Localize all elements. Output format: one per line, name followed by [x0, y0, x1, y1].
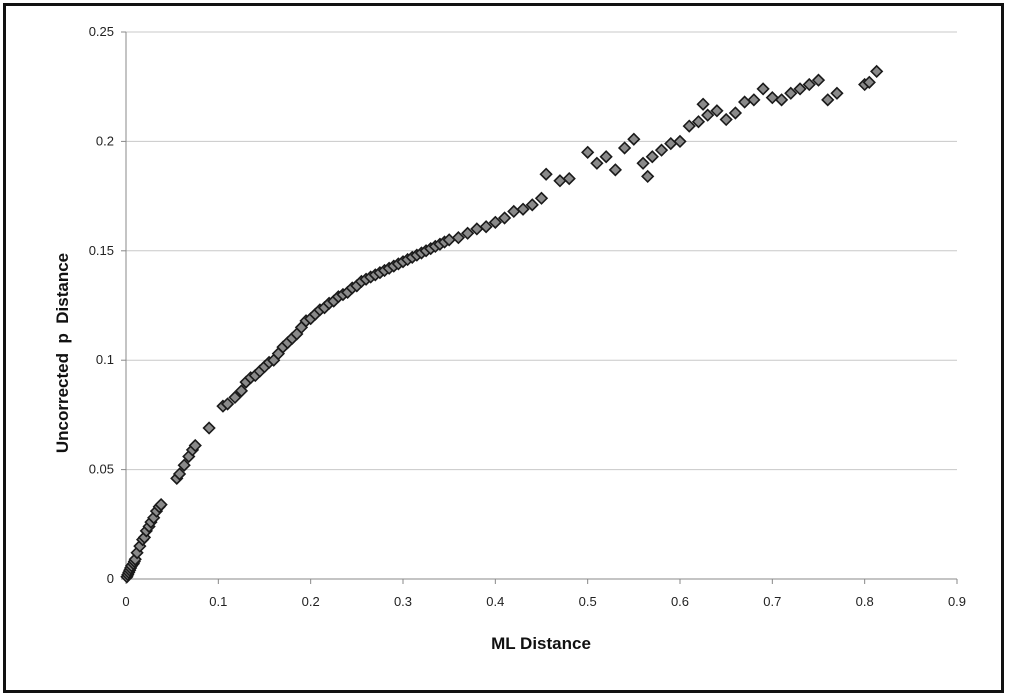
- data-point: [154, 497, 168, 512]
- data-point: [627, 132, 641, 146]
- x-tick-label: 0.2: [302, 594, 320, 609]
- data-point: [830, 86, 844, 100]
- data-point: [562, 171, 576, 186]
- data-point: [664, 136, 678, 151]
- y-tick-label: 0.25: [89, 24, 114, 39]
- data-point: [581, 145, 595, 159]
- data-point: [525, 198, 539, 212]
- data-point: [590, 156, 604, 170]
- data-point: [774, 93, 789, 107]
- x-axis-title: ML Distance: [491, 634, 591, 653]
- data-point: [636, 156, 650, 170]
- data-point: [765, 91, 779, 105]
- data-point: [784, 86, 798, 100]
- x-tick-labels: 0 0.1 0.2 0.3 0.4 0.5 0.6 0.7 0.8 0.9: [122, 594, 966, 609]
- data-point: [862, 75, 876, 89]
- data-point: [479, 220, 493, 234]
- data-point: [645, 150, 659, 164]
- axes: [121, 31, 958, 584]
- data-point: [488, 215, 502, 229]
- data-point: [719, 112, 733, 127]
- data-point: [870, 64, 884, 79]
- data-point: [220, 397, 235, 411]
- data-point: [738, 95, 752, 109]
- data-point: [461, 226, 475, 240]
- data-point: [747, 93, 761, 107]
- x-tick-label: 0: [122, 594, 129, 609]
- y-tick-label: 0: [107, 571, 114, 586]
- data-point: [673, 134, 687, 149]
- x-tick-label: 0.8: [856, 594, 874, 609]
- x-tick-label: 0.1: [209, 594, 227, 609]
- data-point: [617, 141, 632, 155]
- data-point: [172, 467, 187, 481]
- data-point: [701, 108, 715, 122]
- data-point: [451, 231, 466, 245]
- data-point: [228, 390, 242, 405]
- data-point: [188, 438, 202, 453]
- x-tick-label: 0.5: [579, 594, 597, 609]
- data-point: [756, 82, 770, 96]
- data-point: [691, 115, 706, 129]
- x-tick-label: 0.6: [671, 594, 689, 609]
- data-point: [696, 97, 710, 111]
- data-point: [234, 384, 249, 398]
- y-tick-labels: 0 0.05 0.1 0.15 0.2 0.25: [89, 24, 114, 586]
- x-tick-label: 0.7: [763, 594, 781, 609]
- data-point: [802, 77, 816, 92]
- x-tick-label: 0.9: [948, 594, 966, 609]
- y-tick-label: 0.05: [89, 462, 114, 477]
- x-tick-label: 0.4: [486, 594, 504, 609]
- y-tick-label: 0.15: [89, 243, 114, 258]
- data-point: [539, 167, 553, 181]
- data-point: [202, 421, 216, 435]
- data-point: [553, 174, 567, 188]
- data-point: [793, 82, 807, 96]
- data-point: [608, 163, 622, 177]
- gridlines: [126, 31, 957, 471]
- data-point: [534, 191, 549, 205]
- data-point: [641, 169, 655, 184]
- data-point: [516, 202, 530, 216]
- data-point: [710, 104, 724, 118]
- y-axis-title: Uncorrected p Distance: [53, 253, 72, 453]
- data-points: [120, 64, 884, 584]
- data-point: [811, 73, 826, 87]
- data-point: [728, 106, 743, 120]
- data-point: [497, 211, 512, 225]
- data-point: [177, 458, 191, 472]
- data-point: [654, 143, 669, 157]
- chart-frame: [3, 3, 1004, 693]
- data-point: [682, 119, 696, 133]
- data-point: [507, 204, 521, 219]
- data-point: [599, 150, 613, 164]
- y-tick-label: 0.2: [96, 133, 114, 148]
- data-point: [821, 93, 835, 107]
- x-tick-label: 0.3: [394, 594, 412, 609]
- y-tick-label: 0.1: [96, 352, 114, 367]
